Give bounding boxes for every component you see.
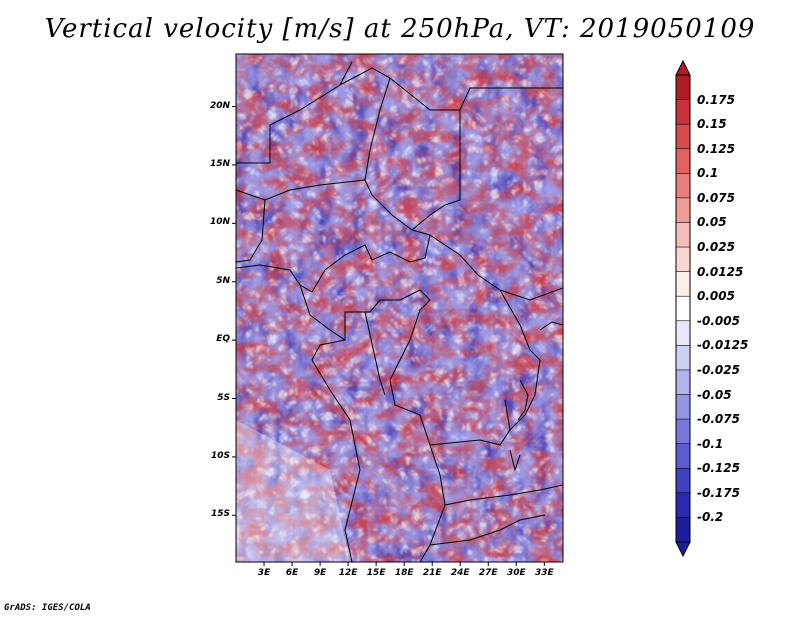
colorbar-max-triangle xyxy=(675,59,691,76)
colorbar-segment xyxy=(676,517,690,543)
colorbar-segment xyxy=(676,99,690,125)
x-axis-label: 21E xyxy=(422,568,442,578)
y-axis-label: 10N xyxy=(209,217,230,228)
x-axis-label: 15E xyxy=(366,568,386,578)
colorbar-label: 0.0125 xyxy=(697,264,744,279)
chart-title: Vertical velocity [m/s] at 250hPa, VT: 2… xyxy=(44,14,756,44)
y-axis-label: 10S xyxy=(210,450,230,461)
colorbar-label: 0.05 xyxy=(697,215,727,230)
y-axis-label: 5S xyxy=(217,392,230,403)
colorbar-segment xyxy=(676,148,690,174)
y-axis-label: 5N xyxy=(216,275,230,286)
colorbar-label: -0.175 xyxy=(697,485,740,500)
colorbar-segment xyxy=(676,443,690,469)
colorbar-label: 0.075 xyxy=(697,190,735,205)
colorbar-segment xyxy=(676,173,690,199)
colorbar-segment xyxy=(676,468,690,494)
map-frame xyxy=(235,53,564,563)
colorbar-segment xyxy=(676,345,690,371)
colorbar-min-triangle xyxy=(675,541,691,558)
velocity-field xyxy=(236,54,563,562)
y-axis-label: 15S xyxy=(210,509,230,520)
x-axis-label: 24E xyxy=(450,568,470,578)
colorbar-label: 0.175 xyxy=(697,92,735,107)
colorbar-frame xyxy=(675,74,691,543)
colorbar-segment xyxy=(676,222,690,248)
x-axis-label: 33E xyxy=(534,568,554,578)
y-axis-label: EQ xyxy=(216,334,230,345)
colorbar-label: -0.0125 xyxy=(697,338,749,353)
colorbar-label: -0.025 xyxy=(697,362,740,377)
x-axis-label: 9E xyxy=(313,568,327,578)
colorbar-segment xyxy=(676,369,690,396)
colorbar xyxy=(675,59,691,558)
colorbar-label: 0.005 xyxy=(697,289,735,304)
colorbar-segment xyxy=(676,247,690,273)
x-axis-label: 12E xyxy=(338,568,358,578)
colorbar-label: -0.1 xyxy=(697,436,724,451)
colorbar-segment xyxy=(676,419,690,445)
x-axis-label: 6E xyxy=(285,568,299,578)
colorbar-segment xyxy=(676,320,690,346)
colorbar-segment xyxy=(676,271,690,297)
colorbar-segment xyxy=(676,296,690,322)
colorbar-segment xyxy=(676,492,690,518)
colorbar-segment xyxy=(676,124,690,150)
y-axis-label: 15N xyxy=(209,158,230,169)
colorbar-label: -0.005 xyxy=(697,313,740,328)
colorbar-label: 0.125 xyxy=(697,141,735,156)
x-axis-label: 18E xyxy=(394,568,414,578)
x-axis-label: 27E xyxy=(478,568,498,578)
colorbar-segment xyxy=(676,75,690,101)
colorbar-label: -0.075 xyxy=(697,412,740,427)
x-axis-label: 3E xyxy=(257,568,271,578)
colorbar-segment xyxy=(676,197,690,223)
x-axis-label: 30E xyxy=(506,568,526,578)
colorbar-label: 0.1 xyxy=(697,166,719,181)
grads-credit: GrADS: IGES/COLA xyxy=(4,603,91,613)
y-axis-label: 20N xyxy=(209,100,230,111)
colorbar-label: 0.025 xyxy=(697,240,735,255)
colorbar-segment xyxy=(676,394,690,420)
colorbar-label: 0.15 xyxy=(697,117,727,132)
country-borders xyxy=(236,61,563,562)
colorbar-label: -0.05 xyxy=(697,387,732,402)
axis-ticks xyxy=(232,106,545,566)
colorbar-label: -0.2 xyxy=(697,510,724,525)
colorbar-label: -0.125 xyxy=(697,461,740,476)
